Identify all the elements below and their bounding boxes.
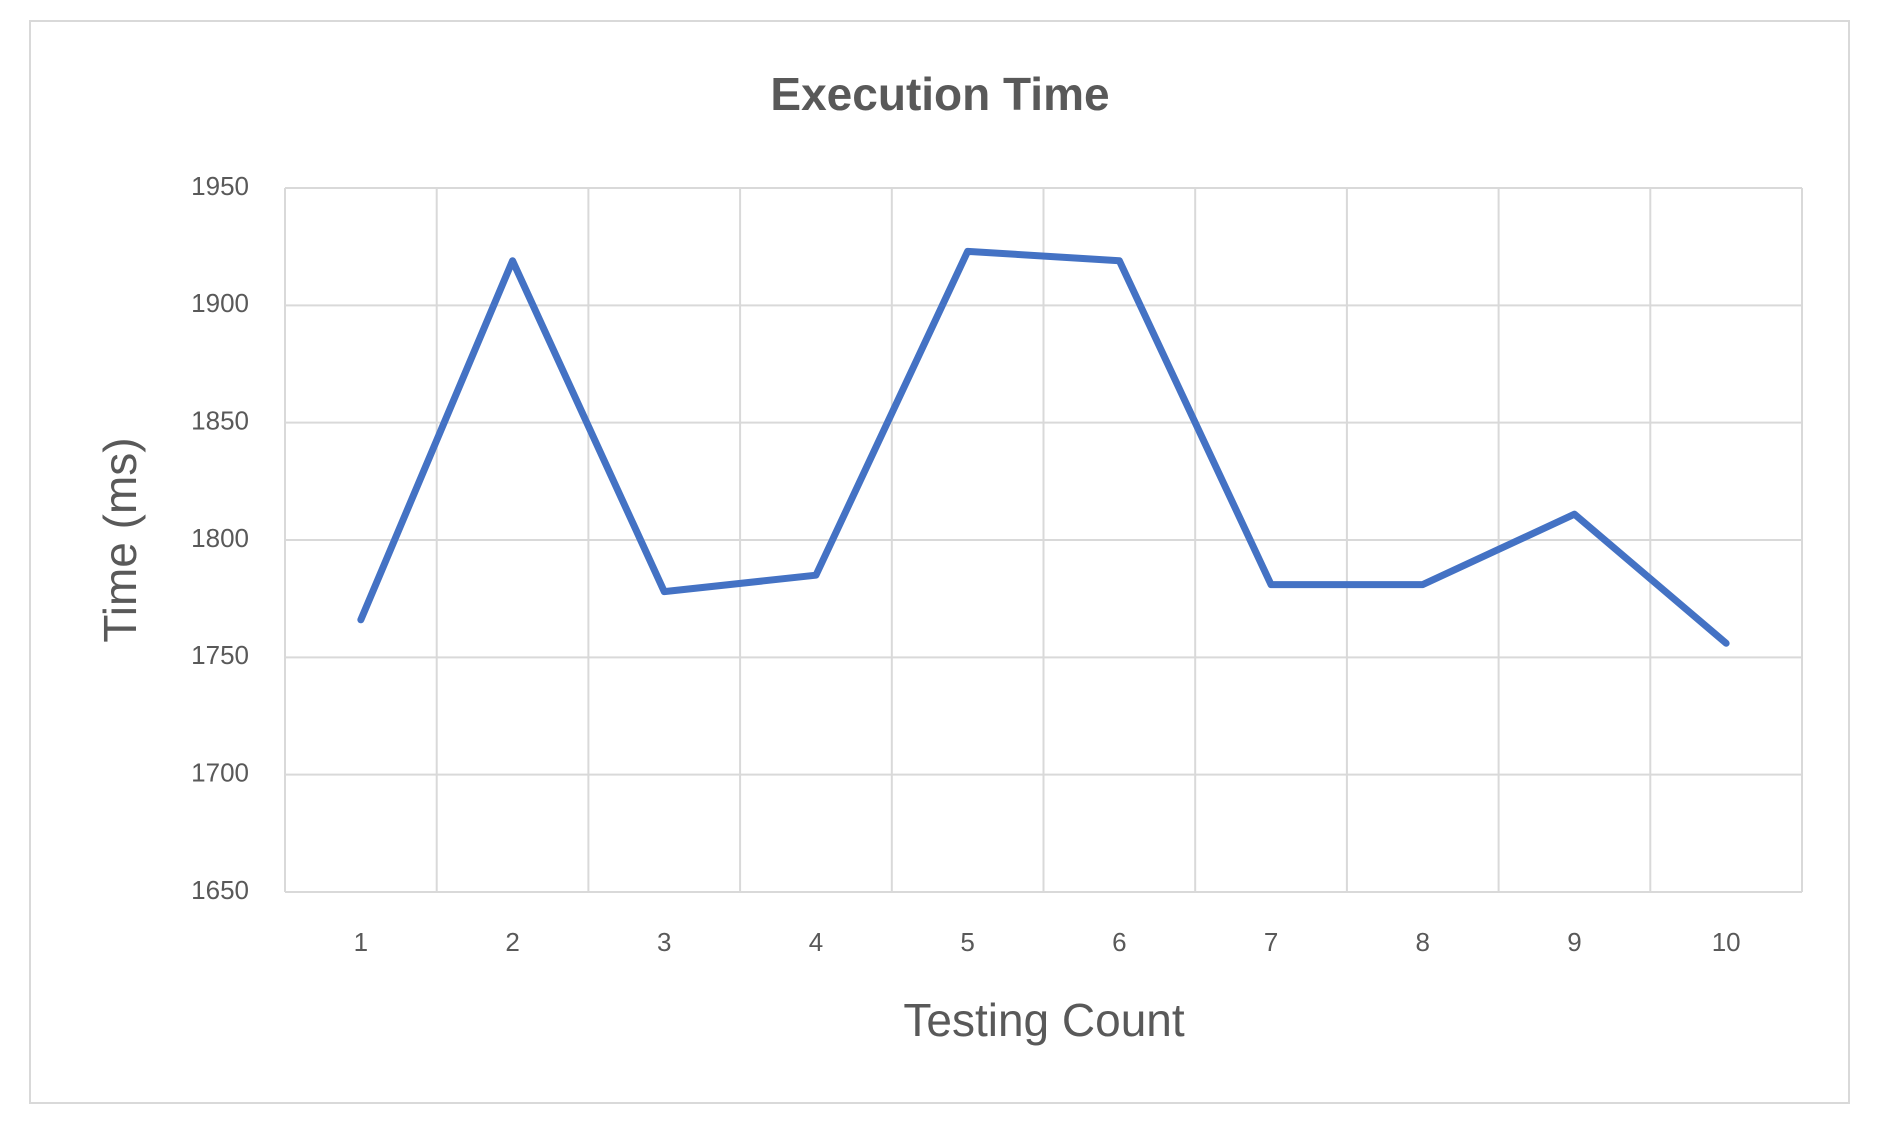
x-tick-label: 7 xyxy=(1264,927,1278,957)
y-tick-label: 1900 xyxy=(191,288,249,318)
x-tick-label: 5 xyxy=(960,927,974,957)
x-tick-label: 2 xyxy=(505,927,519,957)
x-tick-label: 3 xyxy=(657,927,671,957)
y-tick-label: 1650 xyxy=(191,875,249,905)
x-tick-label: 8 xyxy=(1416,927,1430,957)
x-tick-label: 10 xyxy=(1712,927,1741,957)
chart-border xyxy=(29,20,1850,1104)
chart-title: Execution Time xyxy=(770,68,1109,120)
y-axis-title: Time (ms) xyxy=(94,437,146,642)
x-tick-label: 4 xyxy=(809,927,823,957)
y-tick-label: 1950 xyxy=(191,171,249,201)
x-tick-label: 9 xyxy=(1567,927,1581,957)
y-tick-label: 1700 xyxy=(191,758,249,788)
y-tick-label: 1750 xyxy=(191,640,249,670)
y-tick-label: 1800 xyxy=(191,523,249,553)
x-tick-label: 1 xyxy=(354,927,368,957)
data-line xyxy=(357,247,1730,647)
x-tick-label: 6 xyxy=(1112,927,1126,957)
x-axis-title: Testing Count xyxy=(903,994,1184,1046)
y-tick-label: 1850 xyxy=(191,406,249,436)
